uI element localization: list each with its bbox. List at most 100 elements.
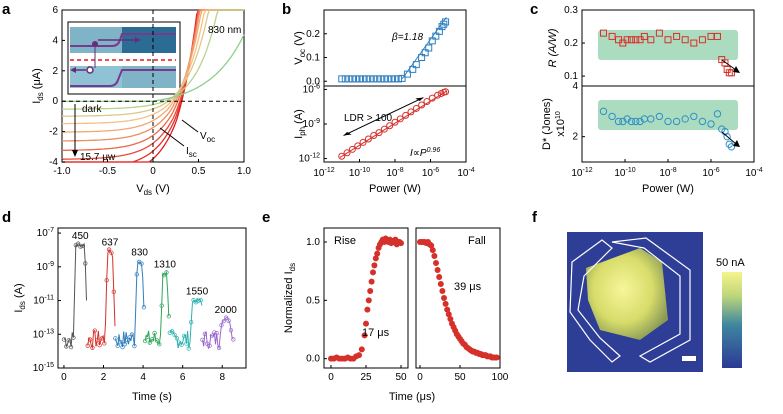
- responsivity-point: [600, 29, 607, 37]
- transient-point: [61, 337, 67, 342]
- transient-point: [150, 337, 155, 342]
- voc-point: [359, 75, 367, 83]
- xtick-label-1: -0.5: [99, 166, 117, 177]
- fall-xtick-label: 50: [454, 372, 466, 383]
- responsivity-point: [727, 69, 735, 77]
- transient-point: [161, 272, 167, 278]
- d-xtick-label: 4: [140, 372, 146, 383]
- iph-point: [391, 118, 399, 126]
- fall-point: [442, 300, 449, 307]
- wavelength-label-1550: 1550: [186, 287, 209, 298]
- xtick-label-4: 1.0: [237, 166, 251, 177]
- d-ytick-label: 10-15: [33, 362, 54, 374]
- transient-point: [104, 278, 109, 283]
- fall-label: Fall: [468, 235, 486, 247]
- chart-c: 0.1 0.2 0.3 R (A/W) 2 4 D* (Jones) x1010 10-12 10…: [541, 5, 763, 195]
- chart-c-top-highlight: [598, 30, 738, 60]
- detectivity-point: [681, 115, 689, 123]
- d-x-axis-label: Time (s): [132, 391, 172, 403]
- transient-point: [106, 247, 112, 252]
- rise-point: [358, 346, 365, 353]
- chart-e: 0 25 50 0 50 100 0.0 0.5 1.0 Rise 17 μs Fall 39 μs Ti…: [283, 227, 509, 403]
- iph-fit-line: [339, 90, 447, 158]
- electrode-left: [569, 239, 621, 363]
- transient-point: [224, 315, 229, 320]
- transient-point: [184, 341, 189, 346]
- d-axis-label: D* (Jones): [541, 98, 553, 150]
- transient-point: [231, 337, 236, 342]
- iph-point: [396, 115, 404, 123]
- rise-xtick-label: 0: [328, 372, 334, 383]
- transient-point: [157, 342, 162, 347]
- ytick-label-4: 4: [52, 35, 58, 46]
- responsivity-point: [655, 29, 663, 37]
- detectivity-point: [627, 117, 636, 126]
- ldr-arrow-head-left: [343, 132, 352, 136]
- voc-point: [421, 49, 429, 57]
- detectivity-point: [707, 120, 715, 128]
- voc-pointer: [181, 119, 199, 133]
- ytick-label-2: 0: [52, 96, 58, 107]
- rise-point: [372, 255, 379, 262]
- transient-point: [64, 344, 69, 349]
- voc-point: [384, 75, 392, 83]
- voc-ytick-label: 0.1: [306, 53, 320, 64]
- rise-point: [371, 262, 378, 269]
- responsivity-point: [681, 36, 689, 44]
- voc-axis-label: Voc (V): [293, 31, 307, 65]
- fall-point: [431, 253, 438, 259]
- rise-point: [356, 352, 362, 359]
- transient-point: [109, 250, 114, 255]
- transient-point: [97, 342, 102, 348]
- detectivity-point: [690, 112, 698, 121]
- transient-point: [85, 343, 90, 348]
- fall-point: [445, 311, 452, 318]
- rise-point: [365, 297, 372, 304]
- wavelength-label: 830 nm: [208, 25, 241, 36]
- colorbar: [722, 272, 742, 368]
- iph-point: [354, 142, 362, 150]
- detectivity-point: [599, 107, 608, 116]
- transient-point: [132, 343, 137, 349]
- chart-d-frame: [57, 227, 247, 369]
- transient-point: [164, 270, 169, 275]
- voc-point: [348, 75, 356, 83]
- responsivity-point: [632, 36, 640, 44]
- transient-point: [78, 244, 83, 249]
- transient-point: [142, 338, 148, 344]
- r-trend-arrow-head: [733, 66, 740, 73]
- e-ytick-label: 1.0: [306, 237, 320, 248]
- transient-point: [189, 320, 194, 325]
- b-xtick-label: 10-10: [349, 167, 370, 179]
- d-axis-scale: x1010: [555, 111, 567, 137]
- transient-point: [202, 331, 207, 337]
- c-xtick-label: 10-4: [745, 167, 762, 179]
- power-arrow-head: [72, 150, 78, 157]
- rise-xtick-label: 50: [395, 372, 407, 383]
- iph-ytick-label: 10-12: [299, 153, 320, 165]
- panel-label-a: a: [2, 1, 11, 18]
- voc-point: [395, 75, 403, 83]
- r-ytick-label: 0.1: [564, 71, 578, 82]
- isc-label: Isc: [186, 146, 197, 159]
- voc-point: [418, 54, 426, 61]
- transient-point: [68, 344, 74, 350]
- d-ytick-label: 4: [572, 81, 578, 92]
- device-flake: [586, 248, 668, 340]
- r-trend-arrow: [721, 59, 737, 71]
- transient-point: [122, 342, 128, 347]
- rise-label: Rise: [334, 235, 356, 247]
- e-ytick-label: 0.0: [306, 354, 320, 365]
- transient-point: [102, 341, 107, 346]
- transient-point: [226, 318, 231, 323]
- voc-point: [425, 44, 433, 52]
- transient-point: [141, 305, 147, 310]
- r-ytick-label: 0.2: [564, 38, 578, 49]
- fall-point: [428, 242, 435, 249]
- transient-point: [76, 241, 81, 246]
- transient-point: [198, 298, 203, 303]
- transient-point: [179, 342, 184, 347]
- transient-point: [80, 243, 86, 249]
- d-xtick-label: 6: [180, 372, 186, 383]
